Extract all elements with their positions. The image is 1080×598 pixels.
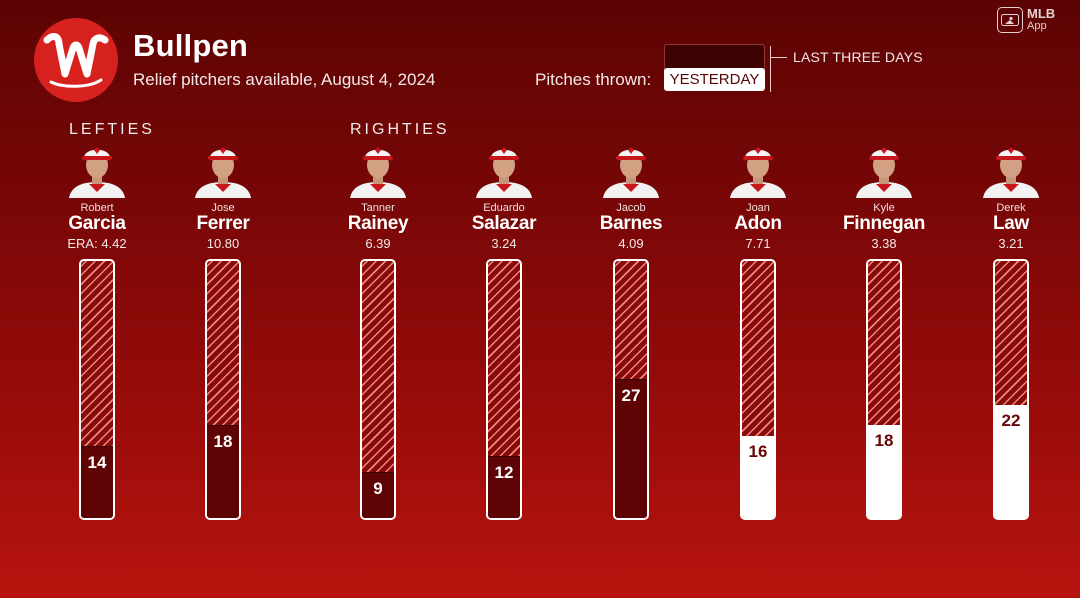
pitcher-era: 3.21 <box>998 236 1024 251</box>
pitcher-era: 6.39 <box>365 236 391 251</box>
pitch-count-label: 16 <box>748 441 768 461</box>
pitcher-last-name: Salazar <box>471 213 537 234</box>
mlb-app-sub: App <box>1027 20 1047 32</box>
pitcher-era: 4.09 <box>618 236 644 251</box>
pitch-count-bar: 18 <box>205 259 241 520</box>
pitch-count-fill: 14 <box>81 446 113 518</box>
legend-swatch-last-three-days <box>664 44 765 70</box>
player-headshot-icon <box>981 140 1041 198</box>
pitcher-card: Eduardo Salazar 3.24 <box>444 140 564 251</box>
player-headshot-icon <box>474 140 534 198</box>
group-label-righties: RIGHTIES <box>350 121 450 138</box>
pitch-count-bar: 16 <box>740 259 776 520</box>
pitcher-first-name: Eduardo <box>483 202 525 214</box>
player-headshot-icon <box>348 140 408 198</box>
page-subtitle: Relief pitchers available, August 4, 202… <box>133 70 436 89</box>
pitch-count-fill: 18 <box>868 425 900 518</box>
page-title: Bullpen <box>133 28 249 63</box>
pitcher-first-name: Joan <box>746 202 770 214</box>
player-headshot-icon <box>854 140 914 198</box>
pitcher-card: Joan Adon 7.71 <box>698 140 818 251</box>
pitch-count-label: 18 <box>874 431 894 451</box>
pitcher-first-name: Tanner <box>361 202 395 214</box>
pitcher-card: Robert Garcia ERA: 4.42 <box>37 140 157 251</box>
pitcher-first-name: Kyle <box>873 202 895 214</box>
pitcher-era: ERA: 4.42 <box>67 236 127 251</box>
pitch-count-fill: 27 <box>615 379 647 518</box>
mlb-app-name: MLB <box>1027 6 1056 21</box>
pitch-count-bar: 22 <box>993 259 1029 520</box>
pitcher-first-name: Robert <box>80 202 114 214</box>
pitch-count-bar: 27 <box>613 259 649 520</box>
player-headshot-icon <box>193 140 253 198</box>
pitch-count-fill: 18 <box>207 425 239 518</box>
pitcher-last-name: Finnegan <box>842 213 926 234</box>
player-headshot-icon <box>601 140 661 198</box>
player-headshot-icon <box>728 140 788 198</box>
legend-swatch-yesterday: YESTERDAY <box>664 68 765 91</box>
pitch-count-label: 22 <box>1001 410 1021 430</box>
pitch-count-label: 12 <box>494 463 514 483</box>
pitcher-first-name: Jose <box>211 202 235 214</box>
pitcher-card: Jacob Barnes 4.09 <box>571 140 691 251</box>
pitcher-era: 10.80 <box>206 236 240 251</box>
player-headshot-icon <box>67 140 127 198</box>
pitcher-last-name: Barnes <box>599 213 663 234</box>
curly-w-logo-icon <box>43 33 109 88</box>
pitcher-card: Derek Law 3.21 <box>951 140 1071 251</box>
pitch-count-label: 9 <box>373 478 383 498</box>
pitcher-era: 3.24 <box>491 236 517 251</box>
pitch-count-label: 14 <box>87 453 107 473</box>
pitcher-last-name: Rainey <box>347 213 409 234</box>
pitcher-first-name: Derek <box>996 202 1026 214</box>
legend-bracket-tick <box>771 57 787 58</box>
mlb-app-branding: MLB App <box>997 7 1055 33</box>
pitcher-card: Tanner Rainey 6.39 <box>318 140 438 251</box>
pitcher-last-name: Adon <box>734 213 782 234</box>
pitch-count-fill: 22 <box>995 404 1027 518</box>
nationals-logo <box>34 18 118 102</box>
legend-label: Pitches thrown: <box>535 70 652 89</box>
pitch-count-bar: 12 <box>486 259 522 520</box>
legend-last-three-days-label: LAST THREE DAYS <box>793 49 923 65</box>
pitch-count-bar: 18 <box>866 259 902 520</box>
pitch-count-fill: 12 <box>488 456 520 518</box>
pitcher-card: Jose Ferrer 10.80 <box>163 140 283 251</box>
pitch-count-label: 27 <box>621 386 641 406</box>
pitcher-last-name: Ferrer <box>196 213 250 234</box>
pitcher-card: Kyle Finnegan 3.38 <box>824 140 944 251</box>
pitcher-last-name: Garcia <box>68 213 126 234</box>
mlb-logo-icon <box>997 7 1023 33</box>
pitcher-first-name: Jacob <box>616 202 646 214</box>
pitch-count-bar: 14 <box>79 259 115 520</box>
legend-bracket-line <box>770 46 771 92</box>
pitch-count-label: 18 <box>213 432 233 452</box>
group-label-lefties: LEFTIES <box>69 121 155 138</box>
pitcher-era: 7.71 <box>745 236 771 251</box>
pitch-count-fill: 9 <box>362 471 394 518</box>
pitch-count-bar: 9 <box>360 259 396 520</box>
pitcher-era: 3.38 <box>871 236 897 251</box>
pitcher-last-name: Law <box>992 213 1030 234</box>
pitch-count-fill: 16 <box>742 435 774 518</box>
